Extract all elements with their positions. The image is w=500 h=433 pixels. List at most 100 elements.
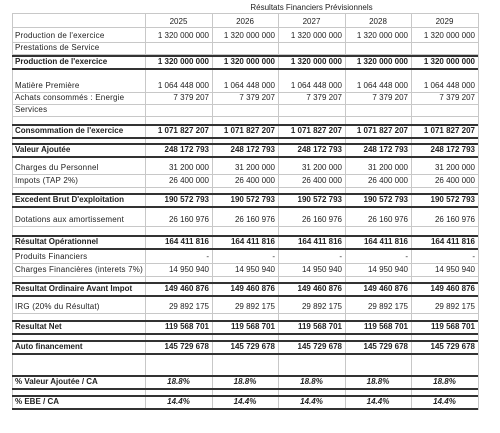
cell-value: 119 568 701 [297,322,342,331]
row-label: Impots (TAP 2%) [15,176,79,185]
cell-value: 1 320 000 000 [356,31,408,40]
row-border [12,340,478,342]
row-border [12,104,478,105]
cell-value: - [405,252,408,261]
row-border [12,395,478,397]
row-border [12,193,478,195]
cell-value: 149 460 876 [164,284,210,293]
row-label: Résultat Opérationnel [15,237,99,246]
row-border [12,235,478,237]
grid-line [12,13,478,14]
cell-value: 7 379 207 [306,93,342,102]
year-header: 2025 [169,17,188,26]
row-label: Charges Financières (interets 7%) [15,265,143,274]
row-border [12,174,478,175]
grid-line [145,13,146,410]
cell-value: 248 172 793 [164,145,210,154]
row-border [12,156,478,158]
row-label: Production de l'exercice [15,57,108,66]
row-border [12,187,478,188]
row-border [12,137,478,139]
cell-value: 190 572 793 [230,195,276,204]
row-label: Prestations de Service [15,43,100,52]
row-label: Consommation de l'exercice [15,126,124,135]
cell-value: 145 729 678 [164,342,210,351]
cell-value: 26 160 976 [168,215,209,224]
row-label: Services [15,105,48,114]
cell-value: 7 379 207 [239,93,275,102]
row-border [12,263,478,264]
cell-value: 190 572 793 [164,195,210,204]
cell-value: 164 411 816 [164,237,209,246]
cell-value: 1 071 827 207 [356,126,408,135]
cell-value: 145 729 678 [363,342,409,351]
row-border [12,313,478,314]
row-border [12,143,478,145]
cell-value: - [272,252,275,261]
row-border [12,54,478,55]
cell-value: 190 572 793 [363,195,409,204]
row-label: Dotations aux amortissement [15,215,125,224]
row-border [12,226,478,227]
row-border [12,42,478,43]
cell-value: 26 400 000 [168,176,209,185]
cell-value: 145 729 678 [230,342,276,351]
row-border [12,408,478,410]
cell-value: 1 064 448 000 [356,81,408,90]
cell-value: 26 160 976 [234,215,275,224]
cell-value: 1 320 000 000 [423,31,475,40]
cell-value: 145 729 678 [297,342,343,351]
cell-value: 29 892 175 [301,302,342,311]
cell-value: 26 400 000 [434,176,475,185]
cell-value: 18.8% [433,377,456,386]
cell-value: 1 064 448 000 [423,81,475,90]
cell-value: 7 379 207 [173,93,209,102]
cell-value: 31 200 000 [434,163,475,172]
cell-value: 119 568 701 [363,322,408,331]
cell-value: 31 200 000 [301,163,342,172]
cell-value: 1 071 827 207 [423,126,475,135]
cell-value: 29 892 175 [168,302,209,311]
cell-value: 1 320 000 000 [290,31,342,40]
grid-line [212,13,213,410]
grid-line [411,13,412,410]
cell-value: - [206,252,209,261]
grid-line [345,13,346,410]
row-border [12,276,478,277]
cell-value: 164 411 816 [430,237,475,246]
cell-value: 1 320 000 000 [223,57,275,66]
cell-value: 14.4% [433,397,456,406]
cell-value: 14.4% [233,397,257,406]
cell-value: 248 172 793 [363,145,409,154]
cell-value: 29 892 175 [367,302,408,311]
row-border [12,92,478,93]
row-border [12,116,478,117]
cell-value: 119 568 701 [230,322,275,331]
cell-value: 164 411 816 [363,237,408,246]
row-border [12,124,478,126]
cell-value: 149 460 876 [230,284,276,293]
cell-value: 18.8% [233,377,257,386]
row-label: Excedent Brut D'exploitation [15,195,125,204]
cell-value: 1 064 448 000 [157,81,209,90]
cell-value: 164 411 816 [230,237,275,246]
row-label: Auto financement [15,342,83,351]
cell-value: 1 320 000 000 [423,57,475,66]
cell-value: 31 200 000 [234,163,275,172]
grid-line [278,13,279,410]
cell-value: 31 200 000 [168,163,209,172]
cell-value: 1 320 000 000 [356,57,408,66]
row-border [12,295,478,297]
cell-value: 1 064 448 000 [290,81,342,90]
cell-value: 1 071 827 207 [157,126,209,135]
cell-value: 18.8% [167,377,190,386]
row-border [12,388,478,390]
row-label: Achats consommés : Energie [15,93,125,102]
cell-value: 31 200 000 [367,163,408,172]
cell-value: 1 320 000 000 [157,57,209,66]
row-label: % EBE / CA [15,397,60,406]
cell-value: 26 160 976 [434,215,475,224]
row-border [12,333,478,335]
cell-value: 29 892 175 [234,302,275,311]
cell-value: 26 400 000 [301,176,342,185]
